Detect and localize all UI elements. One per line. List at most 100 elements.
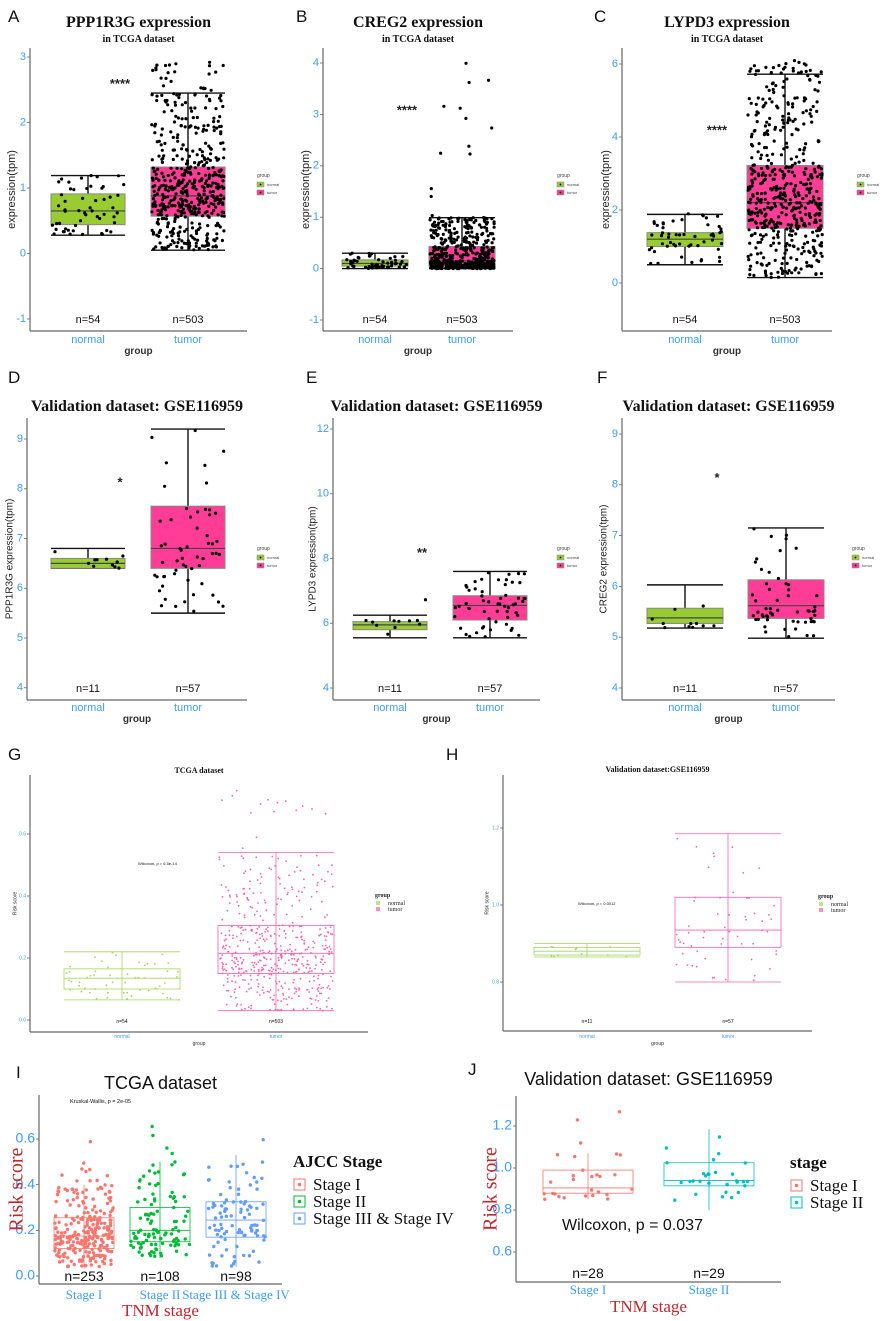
data-point: [226, 981, 229, 983]
data-point: [55, 221, 59, 226]
data-point: [790, 238, 794, 242]
data-point: [557, 1194, 561, 1199]
data-point: [695, 845, 698, 848]
data-point: [475, 263, 479, 267]
data-point: [169, 166, 173, 170]
data-point: [506, 615, 510, 620]
data-point: [59, 1234, 63, 1239]
data-point: [283, 998, 285, 1000]
data-point: [262, 1238, 266, 1242]
data-point: [754, 599, 758, 603]
data-point: [760, 166, 764, 171]
data-point: [171, 231, 175, 236]
data-point: [393, 262, 397, 266]
data-point: [444, 238, 448, 242]
data-point: [261, 966, 263, 969]
data-point: [314, 999, 317, 1001]
data-point: [306, 988, 308, 991]
data-point: [280, 898, 282, 901]
data-point: [188, 171, 192, 175]
data-point: [211, 593, 215, 597]
data-point: [275, 969, 277, 972]
data-point: [206, 214, 210, 218]
data-point: [214, 70, 218, 74]
data-point: [286, 949, 289, 952]
legend-key-dot: [259, 556, 262, 559]
data-point: [784, 213, 788, 217]
data-point: [243, 971, 245, 974]
data-point: [165, 225, 170, 229]
y-tick-label: 2: [612, 204, 618, 216]
data-point: [808, 78, 812, 82]
data-point: [204, 106, 208, 110]
data-point: [800, 252, 804, 256]
data-point: [321, 944, 324, 947]
data-point: [53, 550, 57, 554]
data-point: [758, 208, 762, 212]
data-point: [686, 964, 689, 966]
data-point: [122, 991, 125, 994]
data-point: [166, 205, 170, 209]
data-point: [287, 891, 289, 894]
data-point: [784, 248, 789, 252]
data-point: [773, 127, 777, 131]
data-point: [464, 236, 469, 240]
data-point: [813, 170, 817, 174]
data-point: [215, 236, 219, 240]
data-point: [276, 999, 279, 1002]
data-point: [796, 71, 801, 75]
data-point: [471, 243, 475, 248]
box-normal: [50, 547, 126, 570]
data-point: [794, 627, 798, 631]
data-point: [772, 177, 776, 181]
data-point: [716, 247, 720, 251]
data-point: [776, 275, 781, 279]
data-point: [764, 212, 768, 216]
data-point: [154, 204, 158, 208]
data-point: [176, 201, 180, 205]
data-point: [222, 969, 225, 971]
data-point: [318, 983, 321, 986]
data-point: [781, 269, 785, 273]
data-point: [809, 172, 813, 177]
data-point: [283, 929, 286, 932]
data-point: [259, 803, 262, 805]
x-tick-label: tumor: [772, 702, 800, 714]
data-point: [810, 120, 814, 124]
data-point: [270, 952, 273, 955]
data-point: [240, 1004, 243, 1006]
data-point: [223, 865, 225, 867]
data-point: [400, 260, 404, 264]
data-point: [58, 221, 62, 225]
data-point: [324, 927, 327, 929]
data-point: [294, 987, 296, 989]
data-point: [291, 905, 294, 907]
data-point: [795, 221, 799, 225]
data-point: [160, 93, 164, 97]
data-point: [269, 958, 272, 961]
data-point: [262, 986, 264, 989]
data-point: [503, 604, 507, 608]
data-point: [210, 552, 214, 556]
data-point: [813, 239, 817, 243]
data-point: [187, 1242, 192, 1247]
data-point: [694, 896, 697, 899]
data-point: [205, 195, 209, 199]
data-point: [473, 587, 477, 591]
data-point: [295, 990, 297, 993]
data-point: [293, 978, 295, 981]
panel-label: D: [8, 368, 20, 387]
data-point: [364, 618, 368, 623]
data-point: [156, 213, 160, 217]
data-point: [247, 1006, 250, 1009]
data-point: [261, 1218, 266, 1223]
data-point: [306, 948, 308, 951]
data-point: [590, 1188, 594, 1192]
data-point: [756, 240, 760, 245]
data-point: [212, 120, 216, 124]
data-point: [210, 211, 214, 215]
data-point: [215, 126, 219, 130]
data-point: [161, 560, 165, 565]
data-point: [219, 193, 223, 197]
